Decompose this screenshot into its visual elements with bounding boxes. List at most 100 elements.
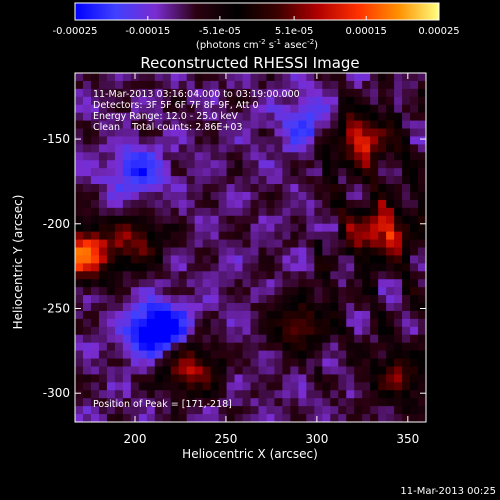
heatmap-cell [346, 207, 355, 217]
heatmap-cell [282, 247, 291, 257]
heatmap-cell [402, 310, 411, 320]
heatmap-cell [122, 374, 132, 383]
heatmap-cell [226, 199, 236, 209]
heatmap-cell [410, 104, 419, 114]
colorbar-tick-label: -0.00025 [53, 26, 98, 37]
heatmap-cell [82, 207, 92, 217]
heatmap-cell [306, 271, 315, 280]
heatmap-cell [218, 414, 228, 422]
heatmap-cell [75, 255, 84, 264]
heatmap-cell [258, 112, 268, 122]
heatmap-cell [418, 168, 426, 177]
heatmap-cell [154, 128, 164, 138]
heatmap-cell [250, 279, 260, 288]
heatmap-cell [170, 120, 180, 130]
heatmap-cell [362, 73, 371, 82]
heatmap-cell [346, 152, 355, 161]
heatmap-cell [162, 73, 172, 82]
heatmap-cell [98, 144, 108, 153]
heatmap-cell [138, 223, 148, 233]
heatmap-cell [226, 263, 236, 272]
heatmap-cell [162, 160, 172, 169]
heatmap-cell [194, 390, 204, 399]
heatmap-cell [298, 310, 307, 320]
heatmap-cell [178, 104, 188, 114]
heatmap-cell [154, 366, 164, 376]
heatmap-cell [298, 326, 307, 336]
heatmap-cell [154, 414, 164, 422]
heatmap-cell [298, 112, 307, 122]
annotation-detectors: Detectors: 3F 5F 6F 7F 8F 9F, Att 0 [93, 100, 259, 111]
heatmap-cell [314, 334, 323, 344]
heatmap-cell [290, 120, 299, 130]
heatmap-cell [154, 199, 164, 209]
heatmap-cell [202, 144, 212, 153]
heatmap-cell [178, 96, 188, 106]
heatmap-cell [98, 382, 108, 391]
heatmap-cell [402, 120, 411, 130]
heatmap-cell [266, 152, 276, 161]
heatmap-cell [298, 342, 307, 352]
heatmap-cell [306, 144, 315, 153]
heatmap-cell [242, 366, 252, 376]
colorbar-tick-label: 0.00015 [346, 26, 387, 37]
heatmap-cell [338, 128, 347, 138]
heatmap-cell [386, 215, 395, 225]
heatmap-cell [210, 207, 220, 217]
heatmap-cell [298, 184, 307, 193]
heatmap-cell [170, 247, 180, 257]
heatmap-cell [322, 287, 331, 296]
heatmap-cell [162, 366, 172, 376]
heatmap-cell [258, 247, 268, 257]
heatmap-cell [75, 414, 84, 422]
heatmap-cell [234, 358, 244, 368]
heatmap-cell [346, 350, 355, 360]
heatmap-cell [314, 342, 323, 352]
heatmap-cell [258, 207, 268, 217]
heatmap-cell [186, 366, 196, 376]
heatmap-cell [402, 184, 411, 193]
heatmap-cell [306, 334, 315, 344]
heatmap-cell [162, 199, 172, 209]
heatmap-cell [266, 223, 276, 233]
y-tick-label: -300 [43, 386, 70, 400]
heatmap-cell [378, 168, 387, 177]
heatmap-cell [330, 406, 339, 415]
heatmap-cell [410, 310, 419, 320]
heatmap-cell [130, 136, 140, 145]
heatmap-cell [98, 398, 108, 407]
heatmap-cell [186, 374, 196, 383]
heatmap-cell [258, 255, 268, 264]
heatmap-cell [378, 96, 387, 106]
heatmap-cell [90, 112, 100, 122]
heatmap-cell [75, 80, 84, 90]
heatmap-cell [218, 120, 228, 130]
heatmap-cell [82, 295, 92, 304]
heatmap-cell [386, 96, 395, 106]
heatmap-cell [242, 398, 252, 407]
heatmap-cell [186, 247, 196, 257]
heatmap-cell [170, 382, 180, 391]
heatmap-cell [162, 342, 172, 352]
heatmap-cell [322, 382, 331, 391]
heatmap-cell [90, 160, 100, 169]
heatmap-cell [322, 144, 331, 153]
heatmap-cell [274, 191, 284, 201]
heatmap-cell [298, 191, 307, 201]
heatmap-cell [98, 176, 108, 185]
heatmap-cell [138, 152, 148, 161]
heatmap-cell [170, 144, 180, 153]
heatmap-cell [130, 279, 140, 288]
heatmap-cell [186, 334, 196, 344]
heatmap-cell [90, 96, 100, 106]
heatmap-cell [266, 287, 276, 296]
heatmap-cell [114, 310, 124, 320]
heatmap-cell [298, 120, 307, 130]
heatmap-cell [154, 207, 164, 217]
heatmap-cell [226, 279, 236, 288]
heatmap-cell [362, 382, 371, 391]
heatmap-cell [418, 73, 426, 82]
heatmap-cell [314, 279, 323, 288]
heatmap-cell [282, 287, 291, 296]
colorbar-tick-label: -5.1e-05 [199, 26, 241, 37]
